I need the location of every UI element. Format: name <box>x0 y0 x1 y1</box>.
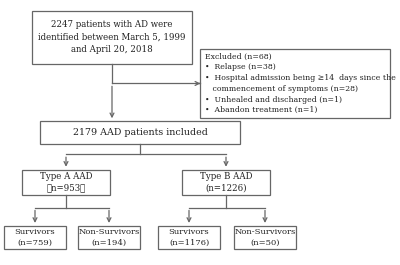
Text: Survivors
(n=759): Survivors (n=759) <box>15 228 55 247</box>
Text: Survivors
(n=1176): Survivors (n=1176) <box>169 228 209 247</box>
Text: 2247 patients with AD were
identified between March 5, 1999
and April 20, 2018: 2247 patients with AD were identified be… <box>38 20 186 54</box>
FancyBboxPatch shape <box>182 170 270 195</box>
FancyBboxPatch shape <box>234 226 296 249</box>
Text: Non-Survivors
(n=50): Non-Survivors (n=50) <box>234 228 296 247</box>
Text: Excluded (n=68)
•  Relapse (n=38)
•  Hospital admission being ≥14  days since th: Excluded (n=68) • Relapse (n=38) • Hospi… <box>205 53 396 114</box>
FancyBboxPatch shape <box>158 226 220 249</box>
Text: 2179 AAD patients included: 2179 AAD patients included <box>72 128 208 137</box>
Text: Type B AAD
(n=1226): Type B AAD (n=1226) <box>200 172 252 193</box>
FancyBboxPatch shape <box>32 11 192 64</box>
Text: Type A AAD
（n=953）: Type A AAD （n=953） <box>40 172 92 193</box>
Text: Non-Survivors
(n=194): Non-Survivors (n=194) <box>78 228 140 247</box>
FancyBboxPatch shape <box>4 226 66 249</box>
FancyBboxPatch shape <box>200 49 390 118</box>
FancyBboxPatch shape <box>22 170 110 195</box>
FancyBboxPatch shape <box>78 226 140 249</box>
FancyBboxPatch shape <box>40 121 240 144</box>
